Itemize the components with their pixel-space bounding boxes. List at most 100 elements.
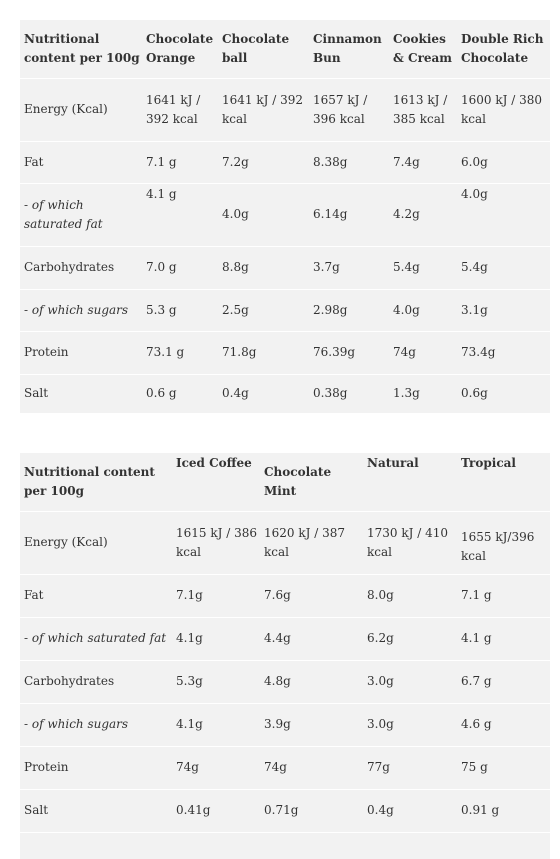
empty-cell bbox=[260, 831, 363, 859]
table-cell: 77g bbox=[363, 745, 457, 789]
row-label: Energy (Kcal) bbox=[20, 510, 172, 574]
row-label: Salt bbox=[20, 373, 142, 413]
table-cell: 71.8g bbox=[218, 330, 309, 374]
row-label: - of which sugars bbox=[20, 702, 172, 746]
row-label: - of which saturated fat bbox=[20, 182, 142, 246]
nutrition-table-2: Nutritional content per 100g Iced Coffee… bbox=[20, 453, 550, 859]
table-row: - of which saturated fat 4.1 g 4.0g 6.14… bbox=[20, 182, 550, 246]
table-cell: 0.6 g bbox=[142, 373, 218, 413]
column-header: Nutritional content per 100g bbox=[24, 464, 155, 498]
table-cell: 4.2g bbox=[389, 182, 457, 246]
table-cell: 8.8g bbox=[218, 245, 309, 289]
table-cell: 6.7 g bbox=[457, 659, 550, 703]
table-cell: 1641 kJ / 392 kcal bbox=[142, 77, 218, 141]
table-cell: 7.2g bbox=[218, 140, 309, 183]
table-cell: 1615 kJ / 386 kcal bbox=[172, 510, 260, 574]
table-row-empty bbox=[20, 831, 550, 859]
column-header: Chocolate ball bbox=[222, 31, 290, 65]
column-header: Cinnamon Bun bbox=[313, 31, 382, 65]
row-label: - of which saturated fat bbox=[20, 616, 172, 660]
table-cell: 73.4g bbox=[457, 330, 550, 374]
table-row: Fat 7.1g 7.6g 8.0g 7.1 g bbox=[20, 573, 550, 617]
table-cell: 4.4g bbox=[260, 616, 363, 660]
table-cell: 74g bbox=[260, 745, 363, 789]
table-cell: 0.6g bbox=[457, 373, 550, 413]
column-header: Double Rich Chocolate bbox=[461, 31, 544, 65]
table-row: Protein 74g 74g 77g 75 g bbox=[20, 745, 550, 789]
table-cell: 4.1g bbox=[172, 616, 260, 660]
table-cell: 2.98g bbox=[309, 288, 389, 331]
table-cell: 6.14g bbox=[309, 182, 389, 246]
table-cell: 4.0g bbox=[218, 182, 309, 246]
table-row: Salt 0.6 g 0.4g 0.38g 1.3g 0.6g bbox=[20, 373, 550, 413]
table-cell: 8.38g bbox=[309, 140, 389, 183]
empty-cell bbox=[20, 831, 172, 859]
table-cell: 6.2g bbox=[363, 616, 457, 660]
table-cell: 0.4g bbox=[363, 788, 457, 832]
table-cell: 3.0g bbox=[363, 702, 457, 746]
table-cell: 8.0g bbox=[363, 573, 457, 617]
table-row: Carbohydrates 7.0 g 8.8g 3.7g 5.4g 5.4g bbox=[20, 245, 550, 289]
table-cell: 1655 kJ/396 kcal bbox=[457, 510, 550, 574]
table-cell: 5.3 g bbox=[142, 288, 218, 331]
table-cell: 0.71g bbox=[260, 788, 363, 832]
empty-cell bbox=[457, 831, 550, 859]
table-cell: 4.1g bbox=[172, 702, 260, 746]
table-cell: 4.8g bbox=[260, 659, 363, 703]
table-cell: 3.1g bbox=[457, 288, 550, 331]
column-header: Chocolate Orange bbox=[146, 31, 214, 65]
table-cell: 4.0g bbox=[389, 288, 457, 331]
column-header: Natural bbox=[367, 456, 419, 470]
table-cell: 7.1g bbox=[172, 573, 260, 617]
row-label: - of which sugars bbox=[20, 288, 142, 331]
table-cell: 3.0g bbox=[363, 659, 457, 703]
table-cell: 7.4g bbox=[389, 140, 457, 183]
empty-cell bbox=[172, 831, 260, 859]
table-cell: 4.1 g bbox=[457, 616, 550, 660]
table-cell: 3.9g bbox=[260, 702, 363, 746]
table-row: Energy (Kcal) 1641 kJ / 392 kcal 1641 kJ… bbox=[20, 77, 550, 141]
column-header: Cookies & Cream bbox=[393, 31, 452, 65]
table-cell: 0.4g bbox=[218, 373, 309, 413]
table-cell: 76.39g bbox=[309, 330, 389, 374]
row-label: Fat bbox=[20, 573, 172, 617]
table-row: Salt 0.41g 0.71g 0.4g 0.91 g bbox=[20, 788, 550, 832]
row-label: Carbohydrates bbox=[20, 659, 172, 703]
empty-cell bbox=[363, 831, 457, 859]
table-cell: 0.38g bbox=[309, 373, 389, 413]
table-row: Protein 73.1 g 71.8g 76.39g 74g 73.4g bbox=[20, 330, 550, 374]
table-cell: 1641 kJ / 392 kcal bbox=[218, 77, 309, 141]
table-row: Fat 7.1 g 7.2g 8.38g 7.4g 6.0g bbox=[20, 140, 550, 183]
table-row: - of which saturated fat 4.1g 4.4g 6.2g … bbox=[20, 616, 550, 660]
table-row: - of which sugars 4.1g 3.9g 3.0g 4.6 g bbox=[20, 702, 550, 746]
table-cell: 3.7g bbox=[309, 245, 389, 289]
table-cell: 5.3g bbox=[172, 659, 260, 703]
table-cell: 7.6g bbox=[260, 573, 363, 617]
table-cell: 5.4g bbox=[457, 245, 550, 289]
table-row: Energy (Kcal) 1615 kJ / 386 kcal 1620 kJ… bbox=[20, 510, 550, 574]
table-cell: 1620 kJ / 387 kcal bbox=[260, 510, 363, 574]
table-header-row: Nutritional content per 100g Chocolate O… bbox=[20, 20, 550, 78]
table-cell: 0.91 g bbox=[457, 788, 550, 832]
row-label: Carbohydrates bbox=[20, 245, 142, 289]
column-header: Iced Coffee bbox=[176, 456, 252, 470]
table-cell: 74g bbox=[389, 330, 457, 374]
row-label: Energy (Kcal) bbox=[20, 77, 142, 141]
table-cell: 1730 kJ / 410 kcal bbox=[363, 510, 457, 574]
table-cell: 5.4g bbox=[389, 245, 457, 289]
row-label: Salt bbox=[20, 788, 172, 832]
table-cell: 4.1 g bbox=[142, 182, 218, 246]
row-label: Protein bbox=[20, 745, 172, 789]
table-cell: 7.1 g bbox=[457, 573, 550, 617]
table-cell: 1.3g bbox=[389, 373, 457, 413]
table-cell: 7.0 g bbox=[142, 245, 218, 289]
table-header-row: Nutritional content per 100g Iced Coffee… bbox=[20, 453, 550, 511]
table-cell: 6.0g bbox=[457, 140, 550, 183]
column-header: Chocolate Mint bbox=[264, 464, 332, 498]
nutrition-table-1: Nutritional content per 100g Chocolate O… bbox=[20, 20, 550, 413]
row-label: Fat bbox=[20, 140, 142, 183]
table-cell: 73.1 g bbox=[142, 330, 218, 374]
table-cell: 74g bbox=[172, 745, 260, 789]
table-cell: 2.5g bbox=[218, 288, 309, 331]
table-cell: 1600 kJ / 380 kcal bbox=[457, 77, 550, 141]
